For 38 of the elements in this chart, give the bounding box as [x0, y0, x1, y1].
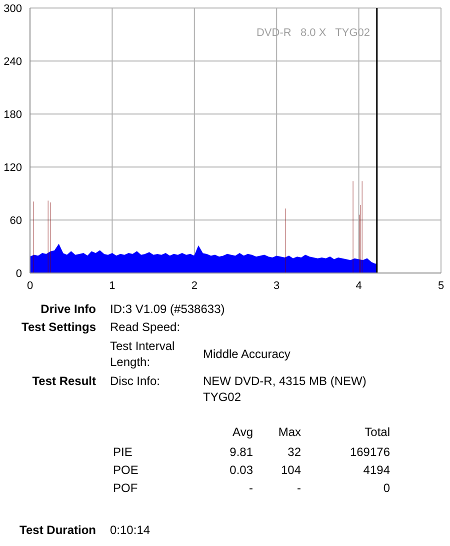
x-tick-label: 2 [191, 280, 198, 292]
y-tick-label: 60 [10, 214, 22, 227]
text: Avg [232, 424, 253, 440]
y-tick-label: 300 [4, 2, 22, 15]
text: 9.81 [228, 444, 253, 460]
text: Test Settings [20, 319, 96, 335]
text: Max [277, 424, 301, 440]
text: ID:3 V1.09 (#538633) [110, 301, 226, 317]
y-tick-label: 240 [4, 56, 22, 68]
text: Test Interval Length: [110, 338, 176, 370]
text: POF [113, 480, 139, 496]
text: Total [364, 424, 390, 440]
text: POE [113, 462, 140, 478]
text: Middle Accuracy [203, 346, 292, 362]
text: 4194 [362, 462, 390, 478]
text: 32 [286, 444, 301, 460]
text: Disc Info: [110, 373, 162, 389]
text: 0.03 [228, 462, 253, 478]
text: - [296, 480, 301, 496]
x-tick-label: 0 [26, 280, 34, 292]
text: 104 [280, 462, 301, 478]
x-tick-label: 1 [109, 280, 116, 292]
text: 0 [382, 480, 390, 496]
text: NEW DVD-R, 4315 MB (NEW) TYG02 [203, 373, 368, 405]
text: Read Speed: [110, 319, 182, 335]
x-tick-label: 3 [274, 280, 280, 292]
x-tick-label: 4 [356, 280, 362, 292]
text: PIE [113, 444, 134, 460]
text: Test Duration [18, 522, 96, 538]
y-tick-label: 180 [4, 108, 22, 121]
text: 0:10:14 [110, 522, 152, 538]
text: - [248, 480, 253, 496]
text: Drive Info [40, 301, 96, 317]
text: Test Result [31, 373, 96, 389]
x-tick-label: 5 [438, 280, 444, 292]
text: 169176 [348, 444, 390, 460]
y-tick-label: 0 [16, 268, 22, 280]
y-tick-label: 120 [4, 162, 22, 174]
